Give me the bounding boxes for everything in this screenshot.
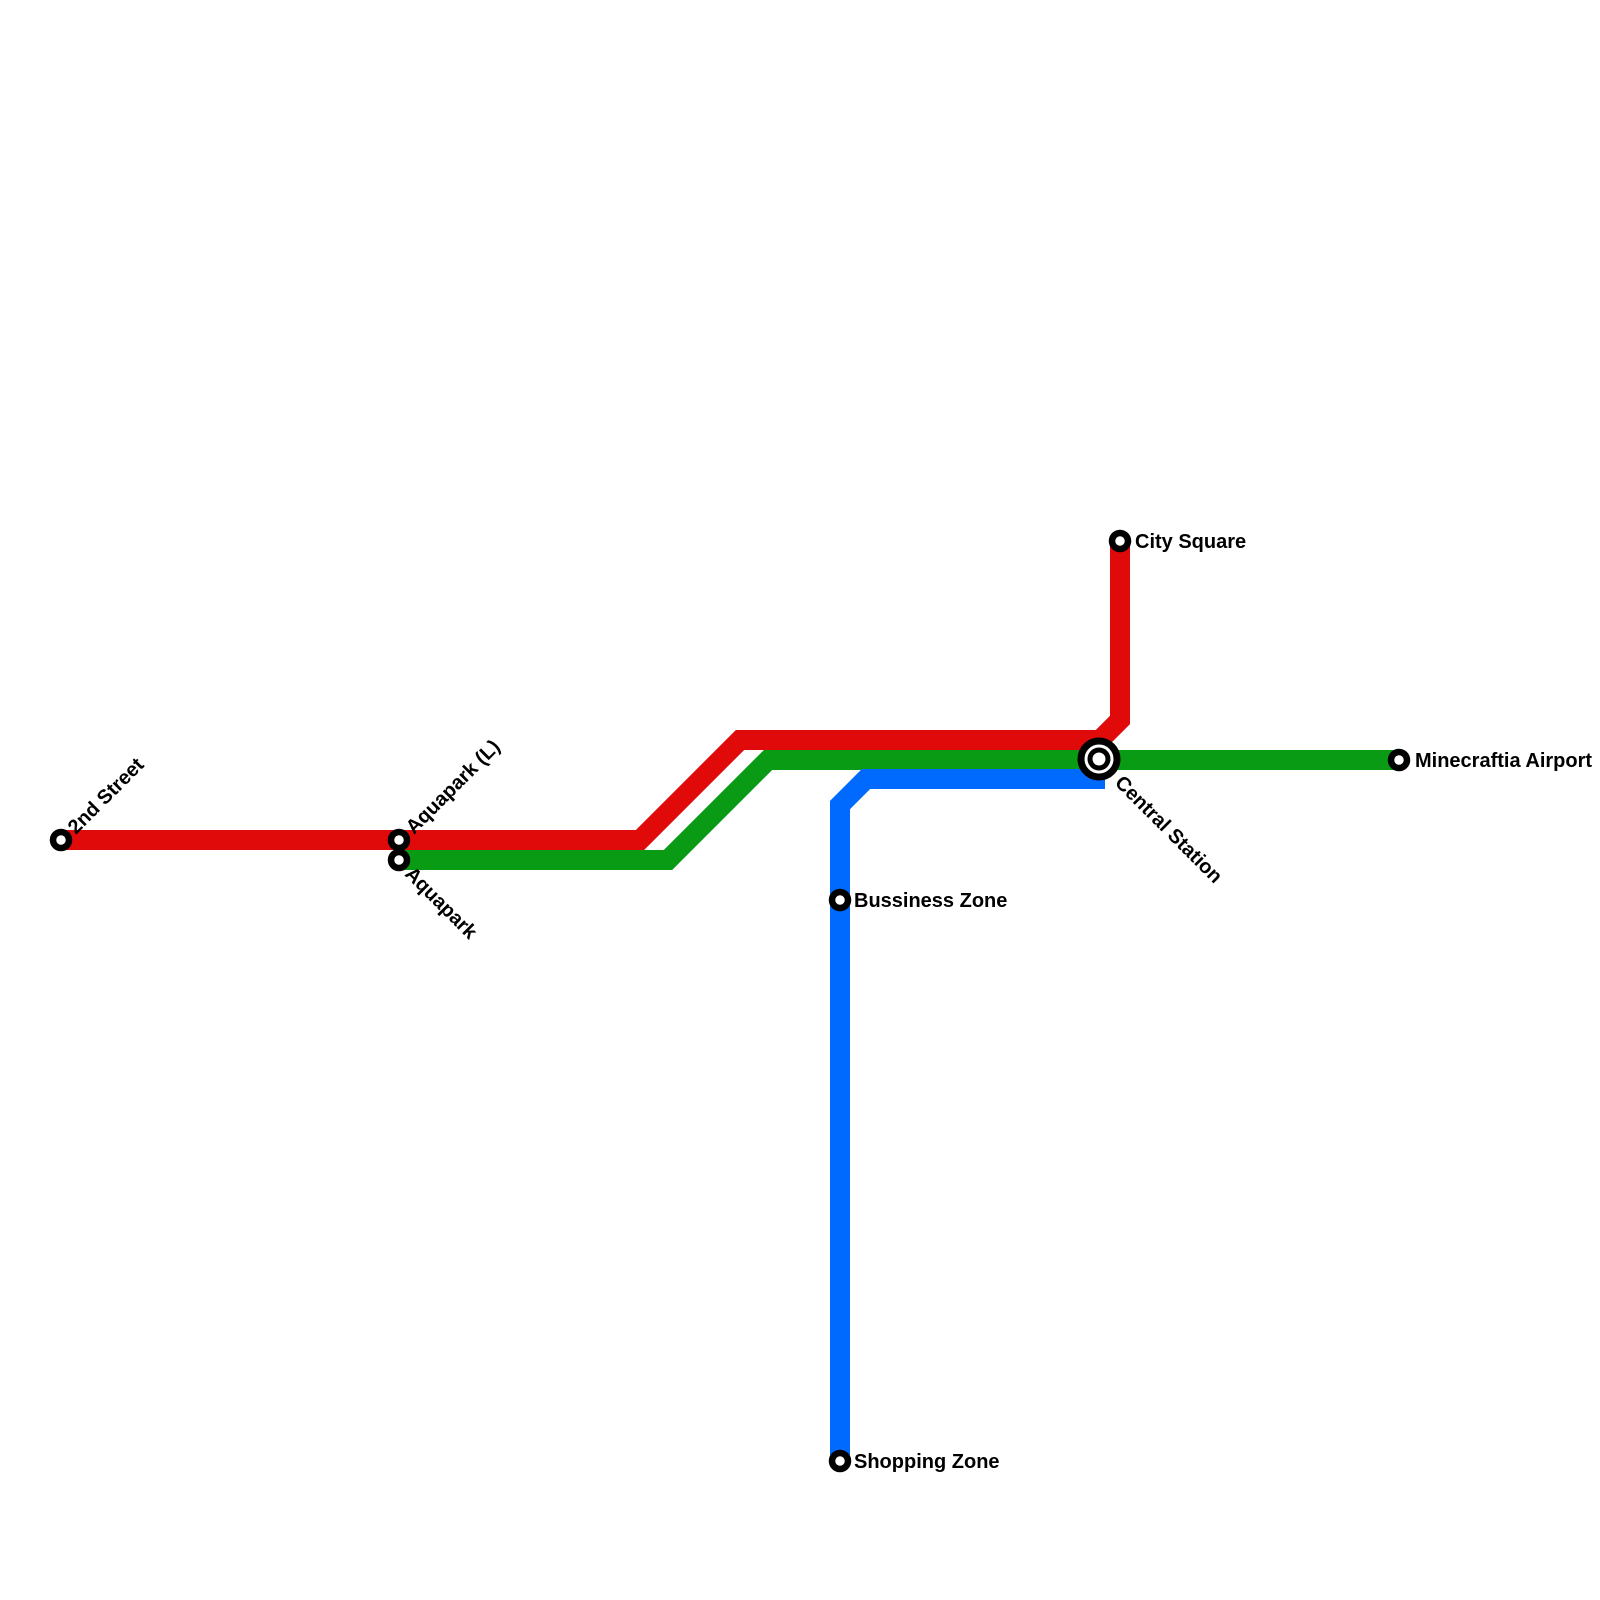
station-marker-inner-central-station: [1087, 747, 1111, 771]
metro-line-blue: [830, 769, 1105, 1461]
station-bussiness-zone: Bussiness Zone: [828, 888, 1007, 912]
station-marker-2nd-street: [49, 828, 73, 852]
station-minecraftia-airport: Minecraftia Airport: [1387, 748, 1592, 772]
station-marker-shopping-zone: [828, 1449, 852, 1473]
station-city-square: City Square: [1108, 529, 1246, 553]
metro-line-red: [61, 541, 1130, 850]
station-marker-bussiness-zone: [828, 888, 852, 912]
station-marker-aquapark-l: [387, 828, 411, 852]
station-label-city-square: City Square: [1135, 531, 1246, 553]
station-label-shopping-zone: Shopping Zone: [854, 1451, 1000, 1473]
station-marker-city-square: [1108, 529, 1132, 553]
station-shopping-zone: Shopping Zone: [828, 1449, 1000, 1473]
station-label-minecraftia-airport: Minecraftia Airport: [1415, 750, 1592, 772]
station-label-bussiness-zone: Bussiness Zone: [854, 890, 1007, 912]
station-marker-minecraftia-airport: [1387, 748, 1411, 772]
station-marker-aquapark: [387, 848, 411, 872]
